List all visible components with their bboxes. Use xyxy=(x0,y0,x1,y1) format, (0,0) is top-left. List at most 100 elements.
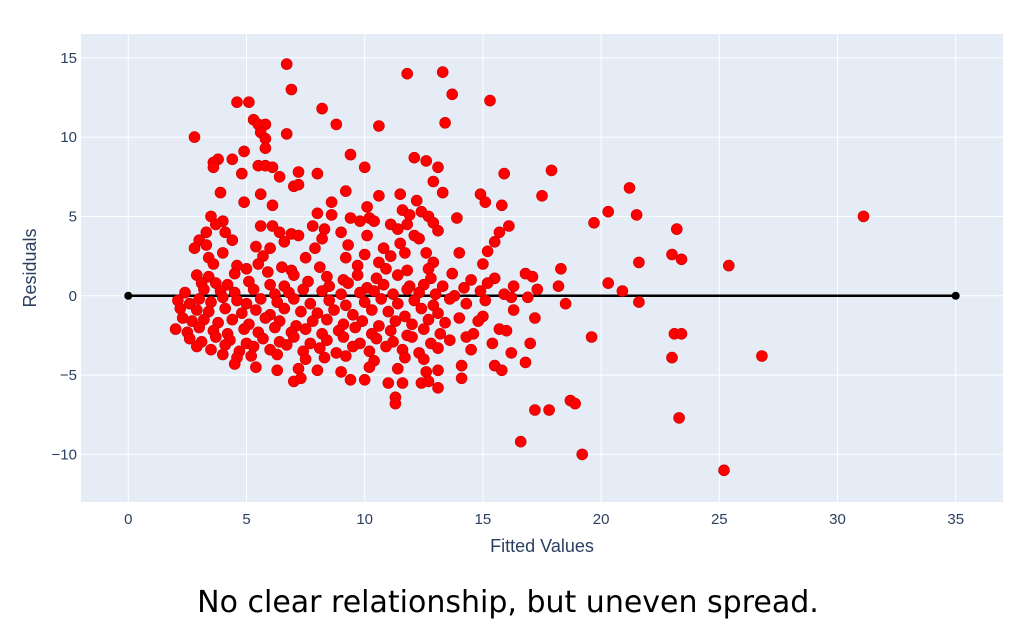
residual-point xyxy=(429,288,442,301)
plot-area xyxy=(81,34,1003,502)
residual-point xyxy=(495,364,508,377)
residual-point xyxy=(436,186,449,199)
residual-point xyxy=(278,236,291,248)
residual-point xyxy=(264,242,276,254)
residual-point xyxy=(363,345,376,358)
residual-point xyxy=(318,351,331,364)
residual-point xyxy=(188,242,201,254)
residual-point xyxy=(432,342,444,354)
residual-point xyxy=(377,278,390,291)
residual-point xyxy=(559,297,572,310)
residual-point xyxy=(633,256,645,269)
residual-point xyxy=(254,220,267,232)
residual-point xyxy=(316,102,328,115)
residual-point xyxy=(399,247,411,259)
residual-point xyxy=(226,313,239,326)
residual-point xyxy=(569,397,581,410)
residual-point xyxy=(318,223,331,235)
residual-point xyxy=(389,397,402,410)
residual-point xyxy=(344,373,357,386)
residual-point xyxy=(500,324,513,337)
residual-point xyxy=(432,381,444,394)
residual-point xyxy=(488,236,501,248)
y-axis-title: Residuals xyxy=(20,228,40,307)
residual-point xyxy=(391,297,404,310)
x-tick-label: 25 xyxy=(711,511,728,528)
residual-point xyxy=(299,323,312,335)
residual-point xyxy=(399,351,411,364)
residual-point xyxy=(193,321,205,334)
residual-point xyxy=(675,327,688,340)
residual-point xyxy=(292,362,305,375)
residual-point xyxy=(313,261,326,274)
residual-point xyxy=(507,304,520,316)
residual-point xyxy=(453,312,466,324)
residual-point xyxy=(446,88,459,101)
residual-point xyxy=(422,313,435,326)
residual-point xyxy=(460,297,473,310)
residual-point xyxy=(321,334,333,347)
residual-point xyxy=(217,247,229,259)
residual-point xyxy=(474,285,487,297)
residual-point xyxy=(321,313,333,326)
residual-point xyxy=(236,167,248,180)
residual-point xyxy=(323,294,336,307)
residual-point xyxy=(306,315,319,327)
residual-point xyxy=(238,145,250,158)
residual-point xyxy=(545,164,558,177)
residual-point xyxy=(465,274,477,286)
residual-point xyxy=(529,312,541,324)
residual-point xyxy=(420,247,433,259)
residual-point xyxy=(666,248,678,261)
residual-point xyxy=(524,337,537,350)
residual-point xyxy=(358,296,371,308)
residual-point xyxy=(273,171,286,183)
residual-point xyxy=(387,288,399,301)
residual-point xyxy=(271,364,284,377)
residual-point xyxy=(250,304,262,316)
residual-point xyxy=(339,251,352,264)
residual-point xyxy=(228,267,241,280)
residual-point xyxy=(280,128,293,140)
residual-point xyxy=(264,278,276,291)
residual-point xyxy=(455,359,468,372)
residual-point xyxy=(493,226,506,239)
y-tick-label: 15 xyxy=(60,50,77,67)
residual-point xyxy=(368,215,380,227)
residual-point xyxy=(505,291,518,304)
residual-point xyxy=(174,302,187,315)
residual-point xyxy=(439,316,451,329)
residual-point xyxy=(361,201,373,213)
x-axis-title: Fitted Values xyxy=(490,536,594,556)
residual-point xyxy=(347,308,359,321)
residual-point xyxy=(434,327,447,340)
residual-point xyxy=(280,339,293,351)
residual-point xyxy=(316,232,328,245)
y-tick-label: −10 xyxy=(52,446,77,463)
residual-point xyxy=(472,315,485,327)
x-tick-label: 10 xyxy=(356,511,373,528)
residual-point xyxy=(358,373,371,386)
residual-point xyxy=(505,347,518,359)
residual-point xyxy=(358,161,371,174)
residual-point xyxy=(484,94,496,107)
residual-point xyxy=(363,361,376,374)
residual-point xyxy=(436,280,449,293)
residual-point xyxy=(670,223,683,235)
x-tick-label: 5 xyxy=(242,511,250,528)
residual-point xyxy=(481,245,494,258)
residual-point xyxy=(495,199,508,212)
residual-point xyxy=(295,372,307,385)
residual-point xyxy=(347,340,359,353)
residual-point xyxy=(406,331,418,343)
residual-point xyxy=(207,161,220,174)
residual-point xyxy=(335,226,347,239)
residual-point xyxy=(526,270,539,283)
residual-point xyxy=(384,324,397,337)
residual-point xyxy=(337,331,350,343)
residual-point xyxy=(406,318,418,331)
residual-point xyxy=(280,58,293,70)
residual-point xyxy=(299,251,312,264)
x-tick-label: 30 xyxy=(829,511,846,528)
residual-point xyxy=(200,239,213,251)
